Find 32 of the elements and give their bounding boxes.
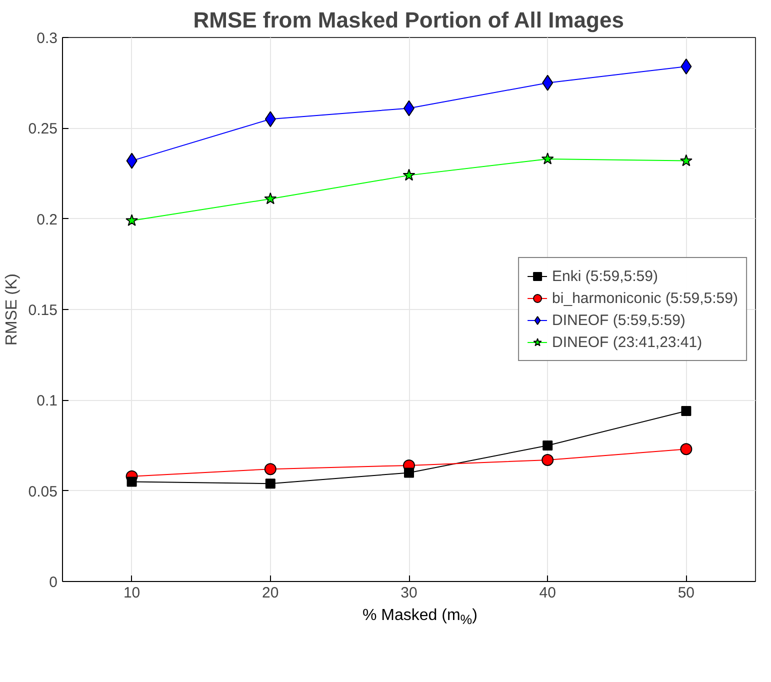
legend-label: DINEOF (23:41,23:41)	[552, 334, 702, 350]
x-tick-label: 50	[678, 584, 695, 602]
y-axis-title: RMSE (K)	[3, 274, 20, 346]
y-tick-label: 0	[49, 574, 58, 591]
y-tick-label: 0.2	[36, 211, 58, 228]
point	[126, 214, 138, 226]
x-tick-label: 20	[262, 584, 279, 602]
y-tick-label: 0.25	[28, 120, 58, 138]
legend-label: Enki (5:59,5:59)	[552, 268, 658, 284]
point	[541, 152, 554, 164]
x-tick-label: 10	[123, 584, 140, 602]
y-tick-label: 0.05	[28, 483, 58, 500]
x-tick-label: 40	[539, 584, 556, 602]
point	[680, 443, 692, 456]
point	[681, 406, 692, 416]
point	[264, 463, 276, 476]
point	[126, 476, 137, 487]
legend-label: bi_harmoniconic (5:59,5:59)	[552, 290, 738, 306]
chart-title: RMSE from Masked Portion of All Images	[193, 8, 624, 32]
legend-label: DINEOF (5:59,5:59)	[552, 312, 686, 328]
point	[265, 478, 276, 489]
point	[404, 468, 414, 478]
point	[402, 168, 416, 181]
point	[264, 192, 277, 204]
point	[680, 154, 692, 166]
x-tick-label: 30	[400, 584, 418, 602]
y-tick-label: 0.3	[36, 30, 58, 47]
point	[542, 440, 553, 450]
y-tick-label: 0.15	[28, 302, 58, 319]
x-axis-title: % Masked (m$_{%}$)	[362, 606, 478, 630]
y-tick-label: 0.1	[36, 392, 58, 410]
point	[542, 454, 554, 466]
